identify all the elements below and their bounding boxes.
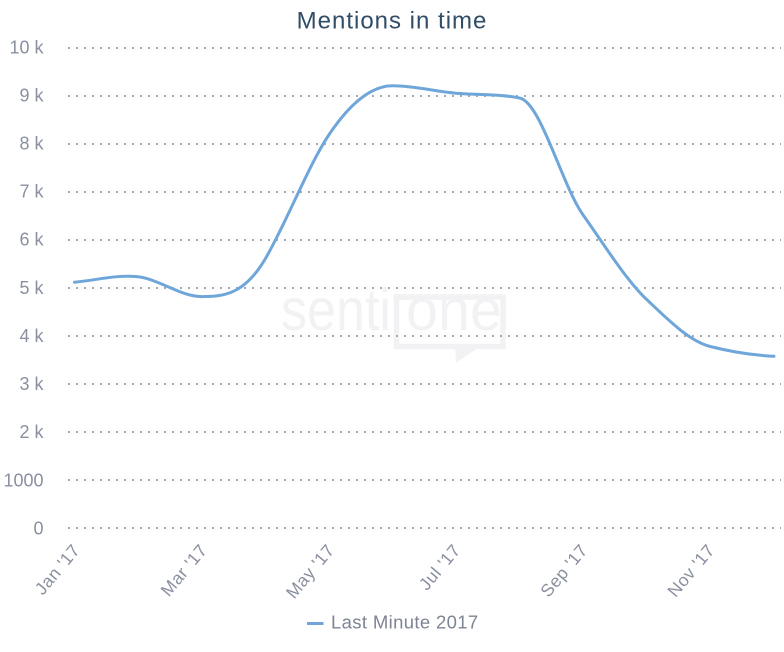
svg-text:9 k: 9 k [19, 85, 44, 105]
svg-text:5 k: 5 k [19, 278, 44, 298]
svg-text:8 k: 8 k [19, 134, 44, 154]
svg-text:1000: 1000 [3, 470, 43, 490]
svg-text:6 k: 6 k [19, 230, 44, 250]
svg-text:0: 0 [33, 518, 43, 538]
svg-text:4 k: 4 k [19, 326, 44, 346]
svg-text:2 k: 2 k [19, 422, 44, 442]
svg-text:senti: senti [281, 277, 391, 343]
svg-text:3 k: 3 k [19, 374, 44, 394]
svg-text:7 k: 7 k [19, 182, 44, 202]
svg-text:one: one [406, 277, 502, 343]
svg-text:Mentions in time: Mentions in time [297, 8, 488, 35]
svg-text:10 k: 10 k [9, 37, 44, 57]
svg-text:Last Minute 2017: Last Minute 2017 [331, 612, 479, 633]
